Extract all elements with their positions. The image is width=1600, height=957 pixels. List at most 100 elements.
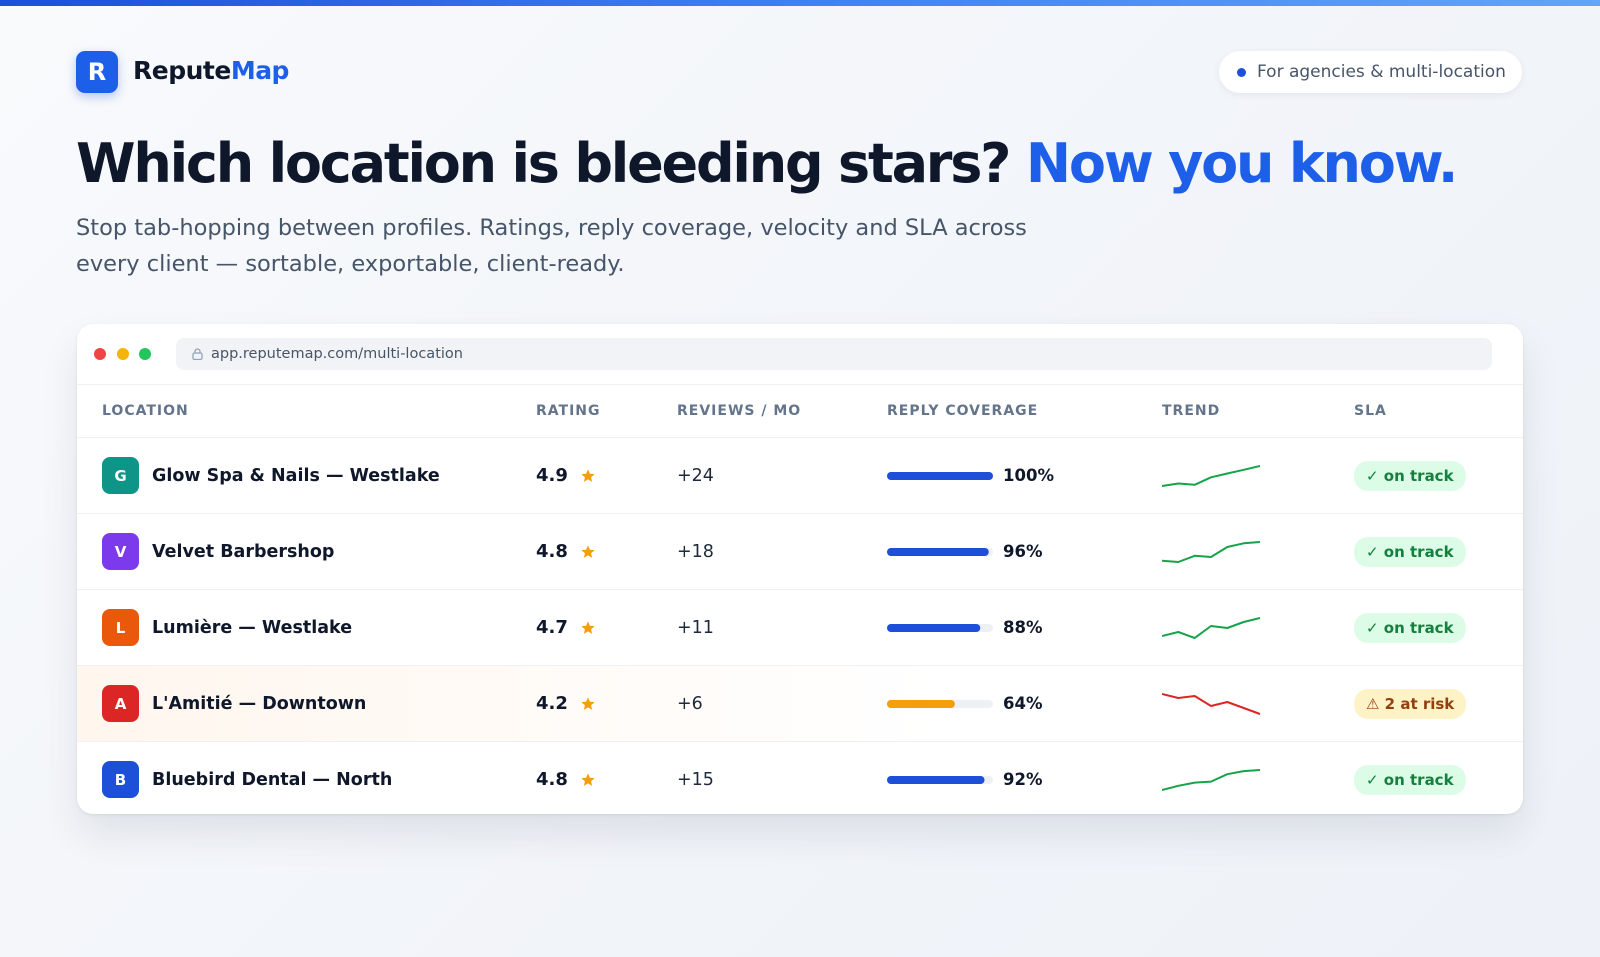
window-chrome: app.reputemap.com/multi-location: [77, 324, 1523, 385]
column-header: REVIEWS / MO: [677, 403, 802, 419]
top-accent-bar: [0, 0, 1600, 6]
trend-line: [1162, 692, 1260, 715]
rating-cell: 4.9: [536, 438, 596, 513]
brand-name-accent: Map: [230, 56, 290, 85]
trend-cell: [1162, 438, 1260, 513]
table-row[interactable]: G Glow Spa & Nails — Westlake 4.9 +24 100% ✓ …: [77, 438, 1523, 514]
column-header: REPLY COVERAGE: [887, 403, 1039, 419]
headline-main: Which location is bleeding stars?: [76, 132, 1012, 195]
window-maximize: [139, 348, 151, 360]
coverage-bar: [887, 699, 955, 708]
column-header: LOCATION: [102, 403, 189, 419]
reviews-cell: +15: [677, 742, 714, 814]
headline-accent: Now you know.: [1025, 132, 1459, 195]
trend-line: [1162, 768, 1260, 791]
coverage-cell: 64%: [887, 666, 1043, 741]
table-header: LOCATION RATING REVIEWS / MO REPLY COVERAGE…: [77, 385, 1523, 438]
coverage-bar-chart: [887, 547, 993, 556]
location-name: Bluebird Dental — North: [152, 769, 393, 790]
coverage-label: 64%: [1003, 694, 1043, 713]
sla-cell: ✓ on track: [1354, 742, 1466, 814]
brand-name-main: Repute: [133, 56, 231, 85]
coverage-bar: [887, 775, 985, 784]
column-header: SLA: [1354, 403, 1387, 419]
audience-badge: For agencies & multi-location: [1219, 51, 1522, 93]
trend-sparkline: [1162, 692, 1260, 715]
brand-name[interactable]: ReputeMap: [133, 56, 289, 85]
sla-cell: ⚠ 2 at risk: [1354, 666, 1467, 741]
rating-cell: 4.8: [536, 514, 596, 589]
trend-cell: [1162, 742, 1260, 814]
sla-badge: ✓ on track: [1354, 536, 1466, 567]
reviews-per-month: +18: [677, 541, 714, 562]
app-window: app.reputemap.com/multi-location LOCATIO…: [77, 324, 1523, 814]
rating-value: 4.2: [536, 693, 568, 714]
reviews-cell: +24: [677, 438, 714, 513]
reviews-per-month: +11: [677, 617, 714, 638]
location-avatar: B: [102, 761, 139, 798]
coverage-label: 96%: [1003, 542, 1043, 561]
coverage-cell: 96%: [887, 514, 1043, 589]
rating-value: 4.9: [536, 465, 568, 486]
location-name: Lumière — Westlake: [152, 617, 353, 638]
coverage-bar: [887, 471, 993, 480]
table-row[interactable]: A L'Amitié — Downtown 4.2 +6 64% ⚠ 2 at risk: [77, 666, 1523, 742]
trend-cell: [1162, 666, 1260, 741]
sla-cell: ✓ on track: [1354, 438, 1466, 513]
headline: Which location is bleeding stars? Now yo…: [76, 132, 1459, 195]
location-cell: G Glow Spa & Nails — Westlake: [102, 438, 440, 513]
rating-cell: 4.7: [536, 590, 596, 665]
coverage-cell: 100%: [887, 438, 1054, 513]
coverage-bar-chart: [887, 471, 993, 480]
star-shape: [581, 772, 595, 786]
star-icon: [581, 620, 595, 634]
table-row[interactable]: L Lumière — Westlake 4.7 +11 88% ✓ on track: [77, 590, 1523, 666]
reviews-per-month: +15: [677, 769, 714, 790]
trend-line: [1162, 616, 1260, 639]
star-shape: [581, 620, 595, 634]
rating-value: 4.8: [536, 541, 568, 562]
star-icon: [581, 468, 595, 482]
trend-line: [1162, 540, 1260, 563]
table-row[interactable]: V Velvet Barbershop 4.8 +18 96% ✓ on track: [77, 514, 1523, 590]
reviews-cell: +18: [677, 514, 714, 589]
sla-badge: ⚠ 2 at risk: [1354, 688, 1467, 719]
coverage-cell: 92%: [887, 742, 1043, 814]
location-avatar: A: [102, 685, 139, 722]
column-header: TREND: [1162, 403, 1221, 419]
url-text: app.reputemap.com/multi-location: [211, 346, 463, 362]
coverage-bar-chart: [887, 775, 993, 784]
table-row[interactable]: B Bluebird Dental — North 4.8 +15 92% ✓ on tr…: [77, 742, 1523, 814]
star-shape: [581, 696, 595, 710]
reviews-cell: +11: [677, 590, 714, 665]
trend-sparkline: [1162, 540, 1260, 563]
star-icon: [581, 544, 595, 558]
lock-icon: [192, 348, 203, 360]
coverage-bar-chart: [887, 699, 993, 708]
coverage-label: 88%: [1003, 618, 1043, 637]
star-icon: [581, 696, 595, 710]
location-name: L'Amitié — Downtown: [152, 693, 367, 714]
rating-value: 4.8: [536, 769, 568, 790]
sla-cell: ✓ on track: [1354, 514, 1466, 589]
trend-cell: [1162, 590, 1260, 665]
sla-cell: ✓ on track: [1354, 590, 1466, 665]
trend-sparkline: [1162, 464, 1260, 487]
logo-mark[interactable]: R: [76, 51, 118, 93]
location-cell: B Bluebird Dental — North: [102, 742, 392, 814]
sla-badge: ✓ on track: [1354, 460, 1466, 491]
location-name: Velvet Barbershop: [152, 541, 335, 562]
badge-dot: [1237, 67, 1246, 77]
location-cell: V Velvet Barbershop: [102, 514, 334, 589]
star-shape: [581, 468, 595, 482]
table-body: G Glow Spa & Nails — Westlake 4.9 +24 100% ✓ …: [77, 438, 1523, 814]
location-cell: A L'Amitié — Downtown: [102, 666, 366, 741]
location-avatar: G: [102, 457, 139, 494]
rating-cell: 4.2: [536, 666, 596, 741]
coverage-label: 92%: [1003, 770, 1043, 789]
badge-text: For agencies & multi-location: [1257, 62, 1506, 82]
address-bar[interactable]: app.reputemap.com/multi-location: [176, 338, 1492, 370]
trend-sparkline: [1162, 616, 1260, 639]
